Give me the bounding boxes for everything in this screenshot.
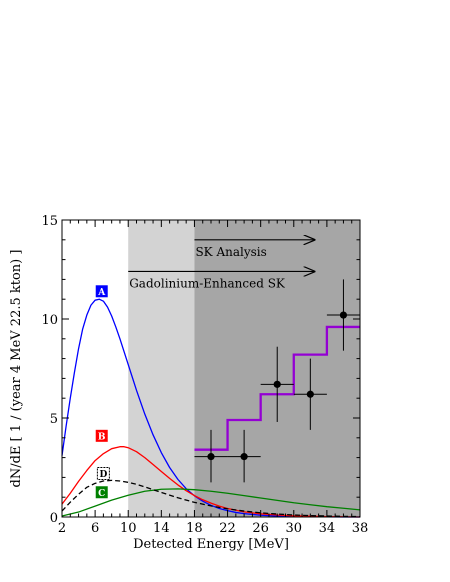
marker [207, 453, 215, 461]
marker [273, 380, 281, 388]
label-box [95, 486, 108, 499]
marker [339, 311, 348, 319]
y-tick-label: 0 [50, 511, 58, 526]
label-d: D [96, 466, 110, 480]
x-tick-label: 22 [219, 521, 236, 536]
data-point-1 [227, 429, 261, 483]
data-point-4 [326, 279, 360, 351]
data-point-0 [194, 429, 228, 483]
curve-c [61, 488, 361, 517]
label-text: C [98, 489, 105, 499]
annotations: SK Analysis Gadolinium-Enhanced SK [128, 240, 314, 290]
label-c: C [95, 486, 108, 499]
curve-b [61, 446, 361, 518]
curve-labels: A B CD [95, 285, 110, 499]
label-text: D [99, 470, 107, 480]
marker [306, 390, 314, 398]
label-text: A [97, 288, 106, 298]
label-box [95, 285, 108, 298]
data-point-2 [260, 346, 294, 422]
x-tick-label: 30 [286, 521, 303, 536]
x-axis-title: Detected Energy [MeV] [133, 537, 289, 552]
x-tick-label: 26 [252, 521, 269, 536]
annotation-label-1: Gadolinium-Enhanced SK [129, 276, 286, 290]
y-axis-title: dN/dE [ 1 / (year 4 MeV 22.5 kton) ] [9, 250, 24, 488]
marker [240, 453, 248, 461]
data-point-3 [293, 358, 327, 430]
annotation-label-0: SK Analysis [195, 245, 266, 259]
x-tick-label: 34 [319, 521, 336, 536]
curve-d [61, 479, 361, 518]
x-tick-label: 2 [58, 521, 66, 536]
x-tick-label: 6 [91, 521, 99, 536]
label-box [96, 466, 110, 480]
x-tick-label: 38 [352, 521, 369, 536]
x-tick-label: 14 [153, 521, 170, 536]
curves [61, 298, 361, 518]
x-tick-label: 10 [120, 521, 137, 536]
data-points [194, 279, 360, 483]
label-b: B [95, 429, 108, 442]
y-tick-label: 15 [41, 214, 58, 229]
y-tick-label: 5 [50, 412, 58, 427]
x-tick-label: 18 [186, 521, 203, 536]
shaded-region-0 [128, 220, 195, 517]
label-a: A [95, 285, 108, 298]
label-box [95, 429, 108, 442]
label-text: B [98, 432, 106, 442]
curve-a [61, 298, 360, 518]
y-tick-label: 10 [41, 313, 58, 328]
